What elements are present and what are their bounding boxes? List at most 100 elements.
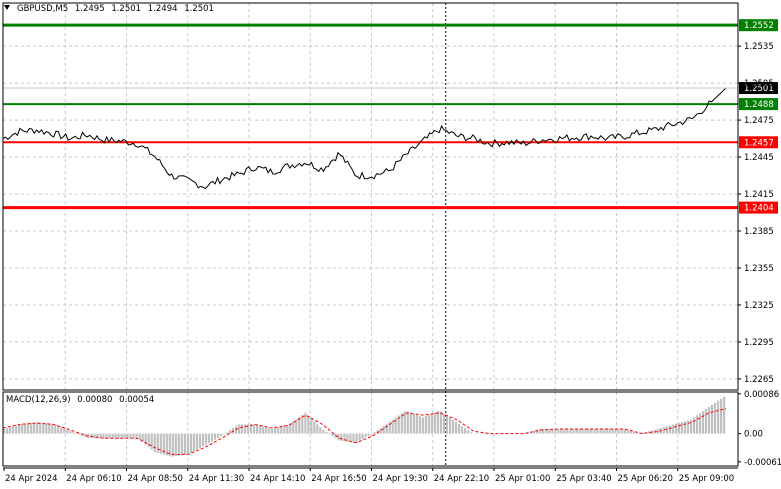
macd-histogram-bar xyxy=(677,423,680,434)
macd-histogram-bar xyxy=(518,433,521,435)
macd-histogram-bar xyxy=(723,396,726,434)
macd-histogram-bar xyxy=(141,433,144,443)
price-level-label: 1.2457 xyxy=(744,138,774,148)
macd-histogram-bar xyxy=(451,419,455,434)
macd-histogram-bar xyxy=(454,421,458,434)
macd-histogram-bar xyxy=(24,423,27,434)
macd-histogram-bar xyxy=(298,417,301,434)
macd-histogram-bar xyxy=(563,429,566,434)
macd-histogram-bar xyxy=(569,429,572,434)
macd-histogram-bar xyxy=(78,433,81,435)
macd-histogram-bar xyxy=(599,429,602,434)
macd-histogram-bar xyxy=(412,413,415,434)
macd-histogram-bar xyxy=(195,433,198,450)
price-level-label: 1.2552 xyxy=(744,21,774,31)
macd-panel xyxy=(2,396,727,457)
macd-histogram-bar xyxy=(334,433,337,439)
macd-histogram-bar xyxy=(551,429,554,434)
macd-histogram-bar xyxy=(165,433,168,456)
macd-histogram-bar xyxy=(72,432,75,434)
macd-histogram-bar xyxy=(439,411,442,434)
macd-histogram-bar xyxy=(608,429,611,434)
x-tick-label: 25 Apr 01:00 xyxy=(495,474,550,484)
macd-histogram-bar xyxy=(686,420,689,434)
macd-histogram-bar xyxy=(545,429,548,434)
macd-histogram-bar xyxy=(361,433,364,440)
macd-histogram-bar xyxy=(84,433,87,438)
macd-histogram-bar xyxy=(701,411,705,434)
price-line xyxy=(2,87,727,190)
macd-histogram-bar xyxy=(147,433,150,447)
y-tick-label: 1.2355 xyxy=(744,264,774,274)
macd-histogram-bar xyxy=(301,415,304,434)
macd-histogram-bar xyxy=(623,429,626,434)
macd-y-tick-label: 0.00086 xyxy=(744,390,779,400)
macd-histogram-bar xyxy=(132,433,135,439)
macd-histogram-bar xyxy=(448,417,452,434)
macd-histogram-bar xyxy=(105,433,108,439)
macd-histogram-bar xyxy=(704,409,708,434)
macd-histogram-bar xyxy=(153,433,156,452)
symbol-menu-arrow-icon[interactable] xyxy=(4,5,10,10)
macd-histogram-bar xyxy=(138,433,141,440)
y-tick-label: 1.2265 xyxy=(744,375,774,385)
macd-histogram-bar xyxy=(219,433,223,437)
macd-histogram-bar xyxy=(322,429,325,434)
macd-histogram-bar xyxy=(692,417,696,434)
macd-histogram-bar xyxy=(388,421,391,434)
macd-histogram-bar xyxy=(509,433,512,435)
macd-histogram-bar xyxy=(241,424,244,434)
macd-histogram-bar xyxy=(69,431,72,434)
macd-histogram-bar xyxy=(150,433,153,450)
macd-histogram-bar xyxy=(476,433,479,435)
axis-labels: 24 Apr 2024 24 Apr 06:10 24 Apr 08:50 24 Ap… xyxy=(3,42,781,484)
macd-histogram-bar xyxy=(635,432,638,434)
macd-histogram-bar xyxy=(15,425,18,434)
macd-histogram-bar xyxy=(349,433,352,443)
price-level-tag xyxy=(739,19,778,32)
current-price-tag xyxy=(739,82,778,95)
macd-histogram-bar xyxy=(310,418,313,434)
macd-histogram-bar xyxy=(587,429,590,434)
x-tick-label: 24 Apr 08:50 xyxy=(128,474,183,484)
macd-histogram-bar xyxy=(554,429,557,434)
macd-histogram-bar xyxy=(57,426,60,434)
macd-histogram-bar xyxy=(283,425,286,434)
macd-histogram-bar xyxy=(668,425,671,434)
price-level-tag xyxy=(739,201,778,214)
macd-histogram-bar xyxy=(415,415,418,434)
macd-histogram-bar xyxy=(707,407,711,434)
macd-histogram-bar xyxy=(578,429,581,434)
price-level-label: 1.2404 xyxy=(744,204,774,214)
macd-histogram-bar xyxy=(256,424,259,434)
macd-histogram-bar xyxy=(36,422,39,434)
macd-signal-line xyxy=(2,408,727,455)
x-tick-label: 24 Apr 14:10 xyxy=(250,474,305,484)
macd-histogram-bar xyxy=(605,429,608,434)
macd-histogram-bar xyxy=(466,430,470,434)
macd-histogram-bar xyxy=(75,433,78,434)
macd-histogram-bar xyxy=(159,433,162,454)
macd-histogram-bar xyxy=(397,415,400,434)
macd-histogram-bar xyxy=(638,433,641,434)
price-level-tag xyxy=(739,136,778,149)
macd-histogram-bar xyxy=(572,429,575,434)
high-value: 1.2501 xyxy=(111,4,142,14)
macd-histogram-bar xyxy=(340,433,343,441)
macd-histogram-bar xyxy=(250,424,253,434)
macd-histogram-bar xyxy=(641,433,644,434)
macd-histogram-bar xyxy=(204,433,207,445)
price-level-tag xyxy=(739,98,778,111)
macd-histogram-bar xyxy=(313,421,316,434)
macd-histogram-bar xyxy=(21,424,24,434)
macd-histogram-bar xyxy=(328,433,331,435)
macd-title: MACD(12,26,9) xyxy=(6,395,71,405)
macd-histogram-bar xyxy=(596,429,599,434)
macd-histogram-bar xyxy=(198,433,201,448)
macd-histogram-bar xyxy=(602,429,605,434)
macd-histogram-bar xyxy=(683,421,686,434)
macd-histogram-bar xyxy=(479,433,482,435)
macd-histogram-bar xyxy=(533,430,536,434)
macd-histogram-bar xyxy=(430,413,433,434)
